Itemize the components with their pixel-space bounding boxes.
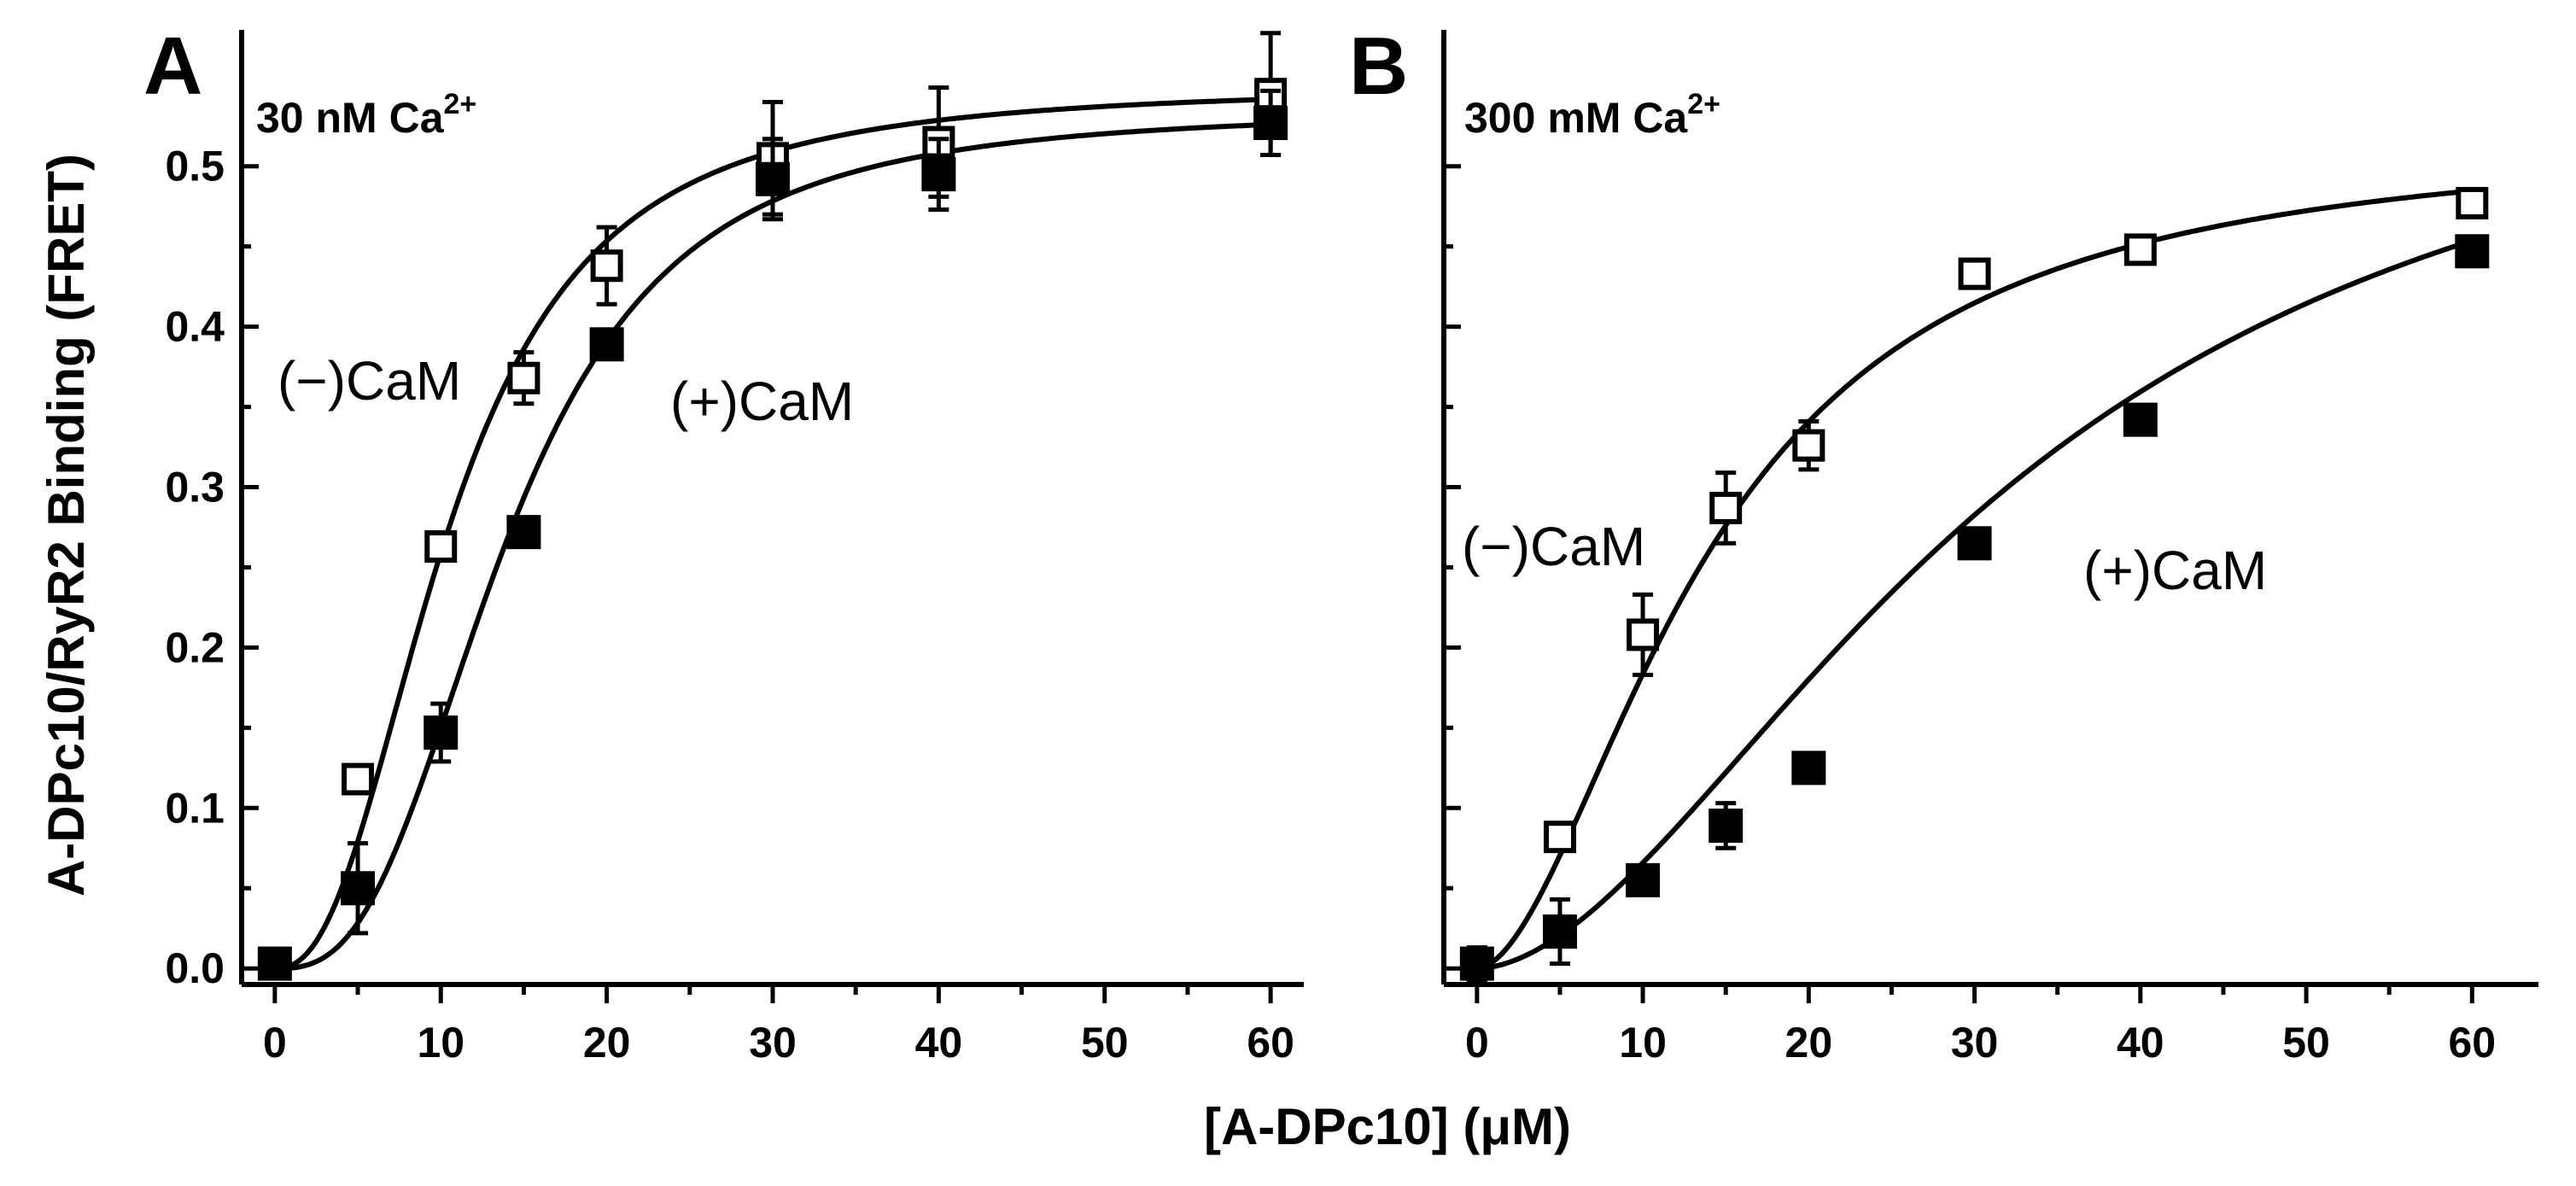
- panel-a-y-tick-label: 0.0: [165, 944, 225, 992]
- panel-a-plus-cam-point: [257, 946, 292, 981]
- panel-a-minus-cam-point: [342, 762, 375, 796]
- panel-b-condition: 300 mM Ca2+: [1464, 88, 1720, 142]
- panel-a: A 30 nM Ca2+ (−)CaM (+)CaM 0.0 0.1 0.2 0.3 0…: [143, 20, 1304, 1066]
- panel-b-plus-cam-point: [1459, 946, 1494, 981]
- panel-a-plus-cam-point: [589, 327, 624, 362]
- panel-b-plus-cam-fit-curve: [1476, 237, 2474, 972]
- panel-b-minus-cam-point: [1792, 429, 1825, 462]
- panel-a-letter: A: [143, 20, 202, 112]
- panel-a-plus-cam-point: [921, 157, 956, 192]
- panel-a-plus-cam-point: [506, 515, 541, 550]
- panel-a-plus-cam-point: [341, 871, 376, 906]
- panel-b-minus-cam-point: [1709, 491, 1743, 524]
- panel-b-x-tick-label: 50: [2282, 1019, 2330, 1066]
- panel-b-x-tick-label: 20: [1785, 1019, 1833, 1066]
- panel-b-x-tick-label: 0: [1465, 1019, 1489, 1066]
- panel-a-plus-cam-label: (+)CaM: [670, 371, 854, 432]
- panel-a-minus-cam-label: (−)CaM: [277, 350, 461, 412]
- panel-a-plus-cam-fit-curve: [274, 121, 1271, 972]
- panel-a-minus-cam-point: [424, 530, 458, 564]
- panel-b-minus-cam-point: [1958, 257, 1991, 290]
- panel-b-plus-cam-point: [1791, 751, 1826, 786]
- panel-b-minus-cam-label: (−)CaM: [1462, 516, 1645, 577]
- panel-b-minus-cam-point: [1543, 821, 1576, 854]
- x-axis-title: [A-DPc10] (μM): [1204, 1098, 1571, 1155]
- panel-b: B 300 mM Ca2+ (−)CaM (+)CaM 0 10 20 30 40 50 6…: [1349, 20, 2538, 1066]
- panel-a-y-tick-label: 0.2: [165, 623, 225, 671]
- panel-a-minus-cam-fit-curve: [274, 96, 1271, 972]
- panel-a-plus-cam-point: [1253, 105, 1288, 140]
- panel-a-y-tick-label: 0.5: [165, 143, 225, 190]
- panel-a-minus-cam-point: [507, 361, 540, 394]
- panel-a-plus-cam-point: [423, 715, 459, 750]
- panel-b-plus-cam-point: [2123, 402, 2158, 437]
- panel-a-condition: 30 nM Ca2+: [256, 88, 476, 142]
- panel-a-y-tick-label: 0.4: [165, 303, 225, 351]
- panel-a-x-tick-label: 60: [1247, 1019, 1294, 1066]
- panel-b-minus-cam-point: [2456, 186, 2489, 219]
- panel-a-y-tick-label: 0.3: [165, 464, 225, 511]
- panel-a-x-tick-label: 40: [915, 1019, 963, 1066]
- panel-b-plus-cam-point: [1542, 914, 1577, 949]
- panel-b-x-tick-label: 10: [1619, 1019, 1667, 1066]
- panel-b-plus-cam-point: [2455, 234, 2490, 269]
- panel-b-x-tick-label: 60: [2448, 1019, 2496, 1066]
- panel-a-x-tick-label: 30: [749, 1019, 797, 1066]
- panel-a-minus-cam-point: [590, 249, 623, 283]
- panel-b-minus-cam-point: [2123, 233, 2157, 266]
- panel-b-plus-cam-label: (+)CaM: [2083, 540, 2267, 601]
- panel-b-letter: B: [1349, 20, 1408, 112]
- panel-a-x-tick-label: 10: [417, 1019, 464, 1066]
- panel-a-plus-cam-point: [756, 161, 790, 196]
- panel-a-x-tick-label: 20: [583, 1019, 631, 1066]
- panel-b-minus-cam-fit-curve: [1476, 188, 2473, 972]
- panel-b-plus-cam-point: [1709, 808, 1744, 843]
- panel-b-x-tick-label: 30: [1951, 1019, 1999, 1066]
- panel-a-x-tick-label: 0: [263, 1019, 287, 1066]
- panel-a-y-tick-label: 0.1: [165, 784, 225, 832]
- panel-b-plus-cam-point: [1957, 526, 1992, 561]
- panel-b-plus-cam-point: [1626, 862, 1661, 897]
- panel-a-x-tick-label: 50: [1081, 1019, 1129, 1066]
- panel-b-x-tick-label: 40: [2117, 1019, 2164, 1066]
- panel-b-minus-cam-point: [1627, 618, 1660, 651]
- y-axis-title: A-DPc10/RyR2 Binding (FRET): [38, 154, 95, 897]
